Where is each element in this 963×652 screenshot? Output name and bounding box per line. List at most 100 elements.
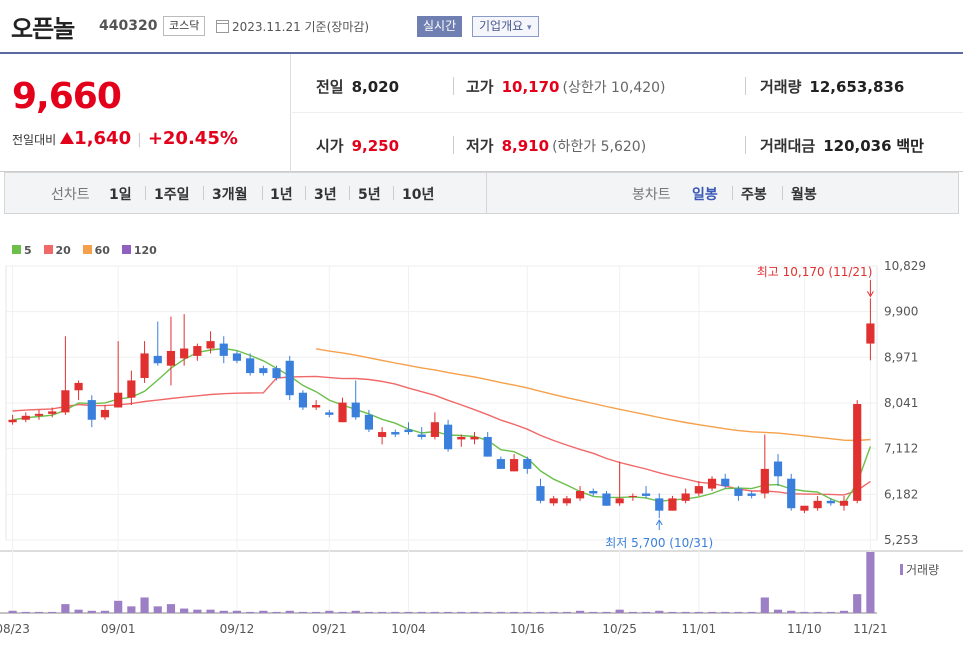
ma20-line — [12, 375, 871, 496]
candle-body — [312, 405, 321, 408]
volume-bar — [668, 611, 677, 613]
change-row: 전일대비 1,640 | +20.45% — [12, 128, 238, 149]
up-triangle-icon — [60, 132, 75, 144]
line-chart-label: 선차트 — [51, 187, 90, 203]
chevron-down-icon: ▾ — [527, 23, 532, 33]
candle-body — [74, 382, 83, 391]
x-tick-label: 10/16 — [510, 622, 545, 636]
y-tick-label: 8,041 — [884, 396, 918, 410]
volume-bar — [536, 611, 545, 613]
candle-body — [259, 368, 268, 374]
x-tick-label: 11/10 — [787, 622, 822, 636]
volume-summary: 거래량 12,653,836 — [760, 78, 905, 96]
candle-body — [707, 478, 717, 489]
candle-body — [694, 486, 703, 494]
volume-bar — [246, 611, 255, 613]
candle-body — [549, 498, 558, 504]
realtime-button[interactable]: 실시간 — [417, 16, 463, 37]
stock-name: 오픈놀 — [11, 15, 75, 43]
candle-body — [747, 493, 756, 496]
candle-body — [839, 500, 849, 506]
legend-ma5: 5 — [12, 244, 32, 257]
candle-body — [536, 486, 545, 501]
period-monthly[interactable]: 월봉 — [791, 187, 817, 203]
volume-bar — [206, 609, 215, 613]
y-tick-label: 6,182 — [884, 487, 918, 501]
candle-body — [351, 402, 360, 418]
candle-body — [378, 432, 387, 437]
volume-bar — [655, 610, 664, 613]
candle-body — [48, 411, 57, 414]
volume-bar — [839, 610, 849, 613]
candle-body — [8, 419, 17, 423]
volume-bar — [589, 611, 598, 613]
volume-bar — [444, 611, 453, 613]
volume-bar — [74, 609, 83, 613]
candle-body — [853, 404, 862, 501]
volume-bar — [404, 611, 413, 613]
volume-bar — [628, 611, 637, 613]
volume-bar — [866, 552, 875, 613]
x-tick-label: 10/04 — [391, 622, 426, 636]
candle-body — [193, 346, 202, 356]
volume-bar — [483, 611, 492, 613]
period-weekly[interactable]: 주봉 — [741, 187, 767, 203]
change-percent: +20.45% — [147, 128, 238, 149]
legend-ma60: 60 — [82, 244, 110, 257]
change-label: 전일대비 — [12, 133, 57, 147]
candle-body — [285, 360, 294, 396]
volume-bar — [272, 611, 281, 613]
low-annotation: 최저 5,700 (10/31) — [605, 536, 713, 550]
candle-body — [641, 493, 651, 496]
chart-toolbar: 선차트 1일 1주일 3개월 1년 3년 5년 10년 봉차트 일봉 주봉 월봉 — [4, 172, 959, 214]
calendar-icon — [216, 20, 229, 33]
volume-bar — [496, 611, 505, 613]
volume-bar — [127, 606, 136, 613]
y-tick-label: 9,900 — [884, 305, 918, 319]
x-tick-label: 08/23 — [0, 622, 30, 636]
x-tick-label: 11/21 — [853, 622, 888, 636]
volume-bar — [298, 611, 308, 613]
candle-body — [246, 358, 255, 374]
low-arrow-head — [655, 519, 663, 526]
x-tick-label: 09/01 — [101, 622, 136, 636]
volume-bar — [826, 611, 835, 613]
range-1w[interactable]: 1주일 — [154, 187, 190, 203]
legend-ma120: 120 — [121, 244, 157, 257]
volume-bar — [351, 610, 360, 613]
candle-body — [325, 412, 334, 415]
candle-body — [430, 422, 439, 437]
volume-bar — [417, 611, 426, 613]
volume-bar — [232, 610, 242, 613]
range-3y[interactable]: 3년 — [314, 187, 337, 203]
volume-bar — [87, 610, 96, 613]
candle-body — [734, 488, 743, 496]
candle-body — [457, 436, 466, 440]
candle-body — [681, 493, 690, 501]
high-arrow-head — [866, 291, 874, 298]
company-overview-button[interactable]: 기업개요 ▾ — [472, 16, 539, 37]
range-3m[interactable]: 3개월 — [212, 187, 248, 203]
date-text: 2023.11.21 기준(장마감) — [232, 20, 370, 34]
volume-bar — [338, 611, 347, 613]
price-summary: 9,660 전일대비 1,640 | +20.45% 전일 8,020 고가 10,170… — [0, 52, 963, 172]
candle-body — [180, 348, 189, 359]
stock-code: 440320 — [99, 18, 158, 34]
legend-ma20: 20 — [43, 244, 71, 257]
range-10y[interactable]: 10년 — [402, 187, 435, 203]
candle-body — [232, 353, 242, 361]
period-daily[interactable]: 일봉 — [692, 187, 718, 203]
candle-body — [826, 500, 835, 504]
volume-bar — [760, 597, 769, 613]
current-price: 9,660 — [12, 76, 122, 117]
x-tick-label: 09/12 — [220, 622, 255, 636]
candle-body — [866, 323, 875, 344]
volume-bar — [34, 611, 44, 613]
volume-bar — [48, 611, 57, 613]
volume-bar — [641, 611, 651, 613]
range-1y[interactable]: 1년 — [270, 187, 293, 203]
volume-bar — [166, 604, 176, 613]
range-1d[interactable]: 1일 — [109, 187, 132, 203]
high-annotation: 최고 10,170 (11/21) — [757, 265, 873, 279]
range-5y[interactable]: 5년 — [358, 187, 381, 203]
